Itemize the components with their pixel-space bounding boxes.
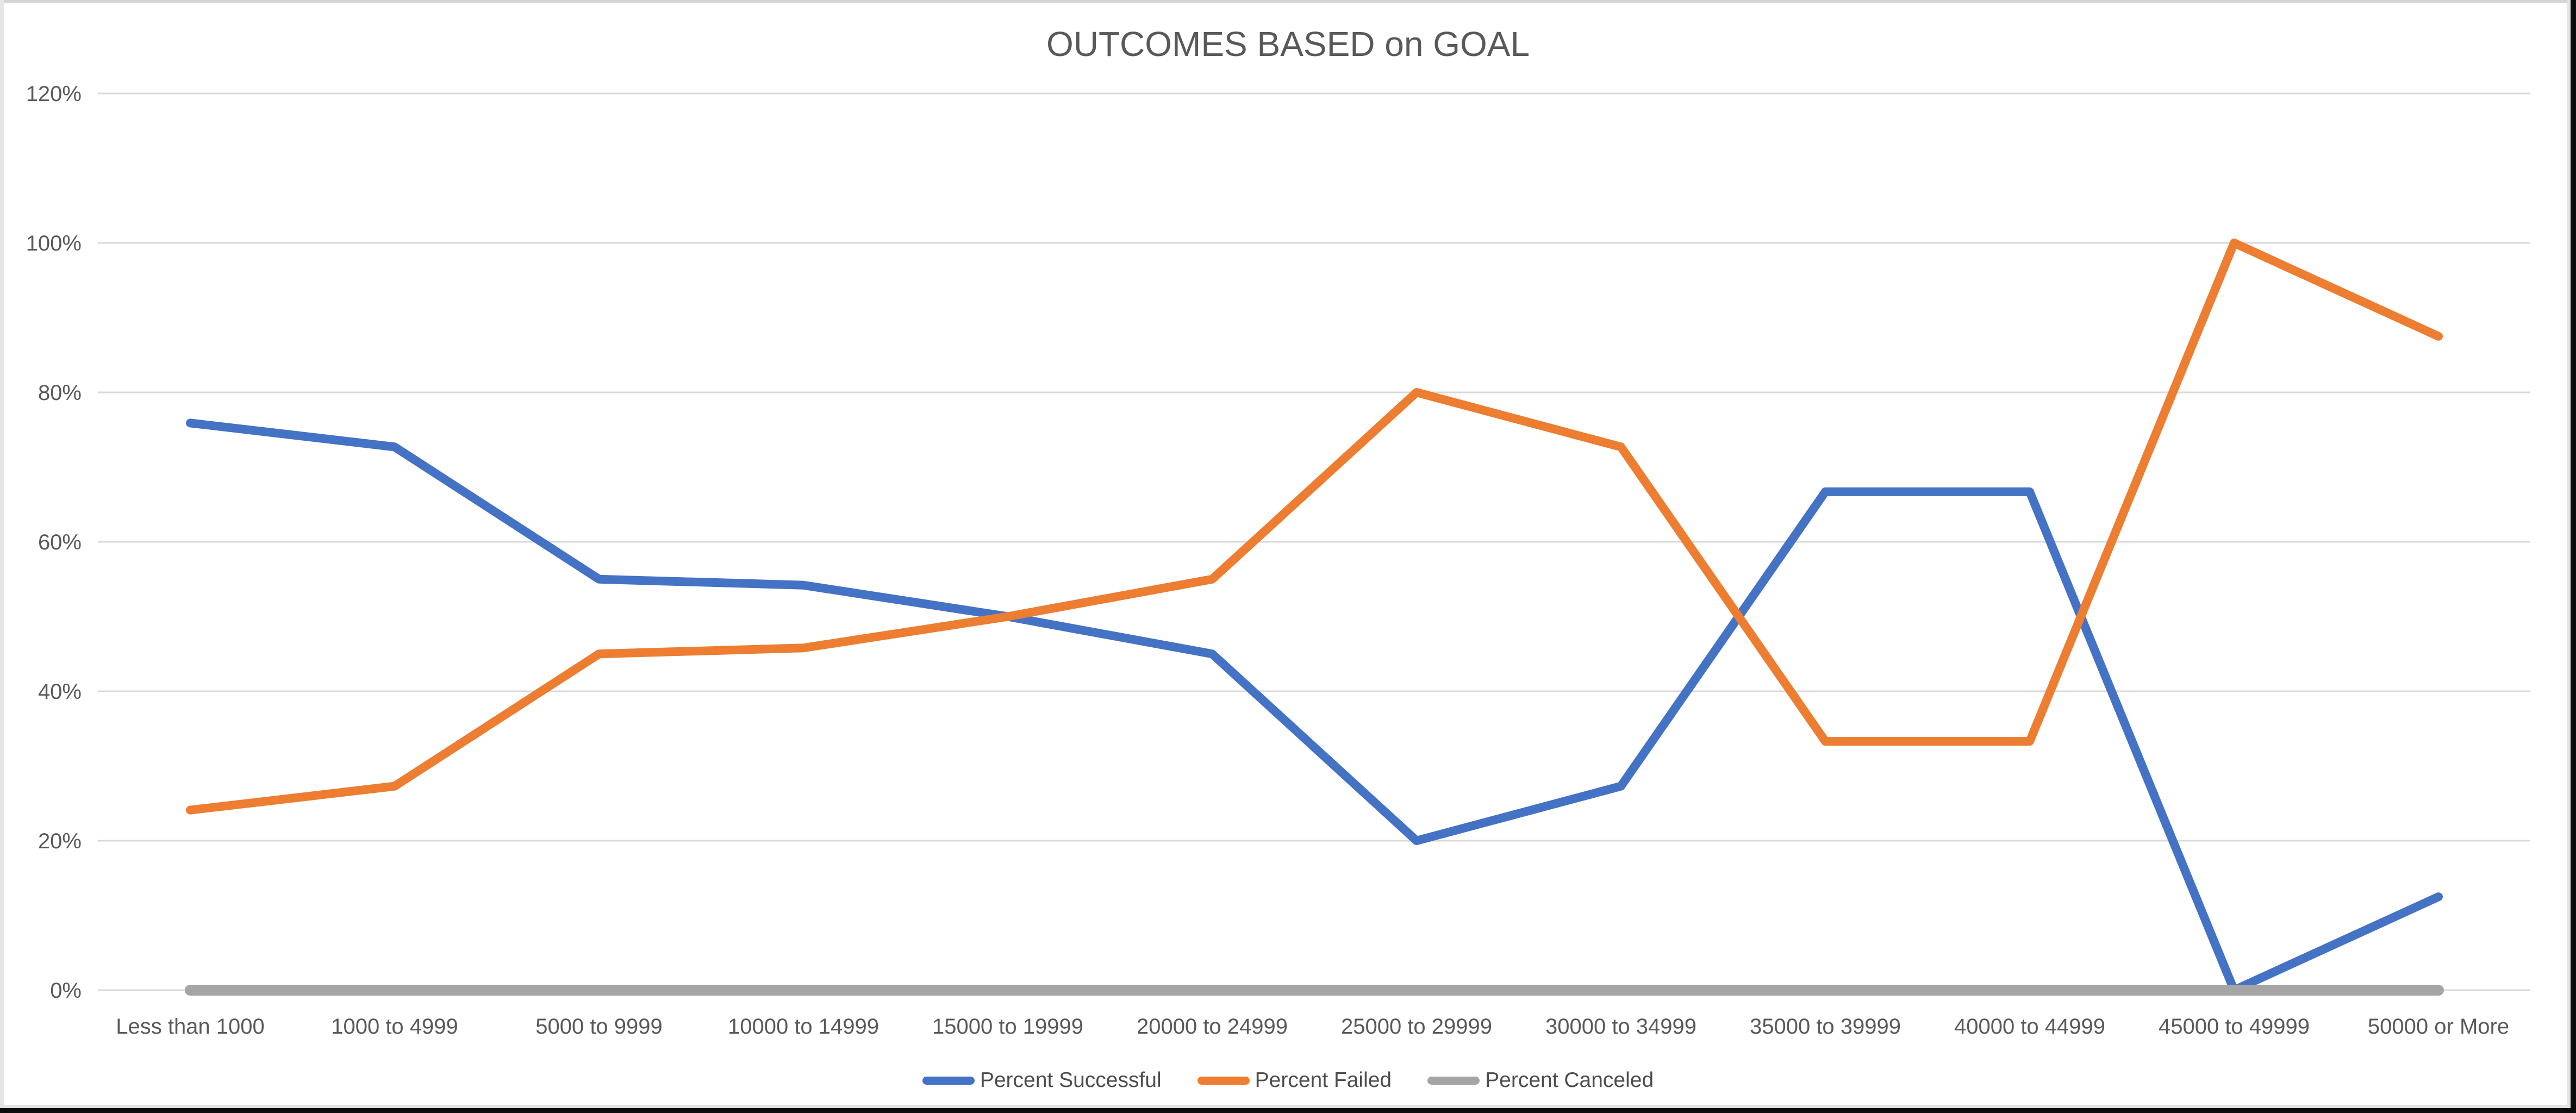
chart-legend: Percent Successful Percent Failed Percent … — [0, 1058, 2576, 1103]
legend-swatch-line-icon — [1197, 1076, 1250, 1085]
x-axis-category-label: 40000 to 44999 — [1954, 1015, 2105, 1039]
legend-swatch-line-icon — [1427, 1076, 1480, 1085]
legend-label: Percent Successful — [980, 1068, 1162, 1092]
legend-item-percent-failed[interactable]: Percent Failed — [1197, 1068, 1392, 1092]
x-axis-category-label: 15000 to 19999 — [932, 1015, 1083, 1039]
frame-edge-bottom — [0, 1108, 2576, 1113]
legend-item-percent-successful[interactable]: Percent Successful — [922, 1068, 1162, 1092]
series-line-percent-successful[interactable] — [186, 418, 2443, 995]
legend-label: Percent Canceled — [1485, 1068, 1654, 1092]
x-axis-category-label: 1000 to 4999 — [331, 1015, 458, 1039]
x-axis-category-label: 5000 to 9999 — [535, 1015, 663, 1039]
chart-title: OUTCOMES BASED on GOAL — [1046, 24, 1530, 64]
x-axis-category-label: 10000 to 14999 — [728, 1015, 879, 1039]
y-axis-tick-label: 120% — [26, 82, 82, 106]
y-axis-tick-label: 60% — [38, 530, 82, 554]
frame-edge-bottom-inner — [0, 1105, 2576, 1108]
y-axis-tick-label: 20% — [38, 829, 82, 853]
x-axis-category-label: 25000 to 29999 — [1341, 1015, 1492, 1039]
x-axis-category-label: 45000 to 49999 — [2159, 1015, 2310, 1039]
frame-edge-right-inner — [2567, 0, 2571, 1113]
y-axis-tick-label: 0% — [50, 979, 82, 1003]
x-axis-category-label: 50000 or More — [2368, 1015, 2509, 1039]
legend-label: Percent Failed — [1255, 1068, 1392, 1092]
frame-edge-right — [2571, 0, 2576, 1113]
x-axis-category-label: 30000 to 34999 — [1545, 1015, 1696, 1039]
x-axis-category-label: 35000 to 39999 — [1750, 1015, 1901, 1039]
y-axis-tick-label: 100% — [26, 232, 82, 255]
y-axis-tick-label: 40% — [38, 680, 82, 704]
series-line-percent-failed[interactable] — [186, 239, 2443, 815]
legend-item-percent-canceled[interactable]: Percent Canceled — [1427, 1068, 1654, 1092]
x-axis-category-label: 20000 to 24999 — [1137, 1015, 1288, 1039]
frame-edge-top — [0, 0, 2576, 3]
legend-swatch-line-icon — [922, 1076, 975, 1085]
y-axis-tick-label: 80% — [38, 381, 82, 405]
frame-edge-left — [0, 0, 4, 1113]
x-axis-category-label: Less than 1000 — [116, 1015, 265, 1039]
